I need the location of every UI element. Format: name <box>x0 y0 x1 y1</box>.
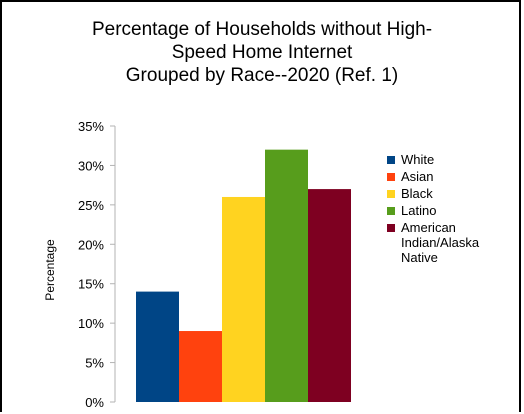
y-tick-label: 5% <box>85 356 104 371</box>
legend-label: Black <box>401 186 433 201</box>
legend-label: American Indian/Alaska Native <box>401 220 480 265</box>
legend-item: Latino <box>387 203 517 218</box>
legend-swatch <box>387 224 395 232</box>
chart-title: Percentage of Households without High- S… <box>91 19 433 86</box>
y-axis-label: Percentage <box>43 239 57 301</box>
legend-label: White <box>401 152 435 167</box>
bar-asian <box>179 331 222 402</box>
y-tick-label: 25% <box>78 198 104 213</box>
y-tick-label: 10% <box>78 316 104 331</box>
bars <box>136 149 351 402</box>
y-tick-label: 35% <box>78 119 104 134</box>
legend-swatch <box>387 156 395 164</box>
bar-black <box>222 196 265 402</box>
legend-item: American Indian/Alaska Native <box>387 220 517 265</box>
bar-american-indian-alaska-native <box>308 189 351 402</box>
legend-item: White <box>387 152 517 167</box>
y-tick-label: 30% <box>78 158 104 173</box>
legend: White Asian Black Latino American Indian/Ala… <box>387 152 517 267</box>
legend-item: Black <box>387 186 517 201</box>
bar-latino <box>265 149 308 402</box>
legend-label: Asian <box>401 169 434 184</box>
legend-swatch <box>387 207 395 215</box>
legend-swatch <box>387 190 395 198</box>
bar-white <box>136 291 179 402</box>
y-axis-ticks: 0% 5% 10% 15% 20% 25% 30% 35% <box>78 119 115 410</box>
legend-swatch <box>387 173 395 181</box>
legend-label: Latino <box>401 203 437 218</box>
y-tick-label: 15% <box>78 277 104 292</box>
legend-item: Asian <box>387 169 517 184</box>
y-tick-label: 0% <box>85 395 104 410</box>
y-tick-label: 20% <box>78 237 104 252</box>
